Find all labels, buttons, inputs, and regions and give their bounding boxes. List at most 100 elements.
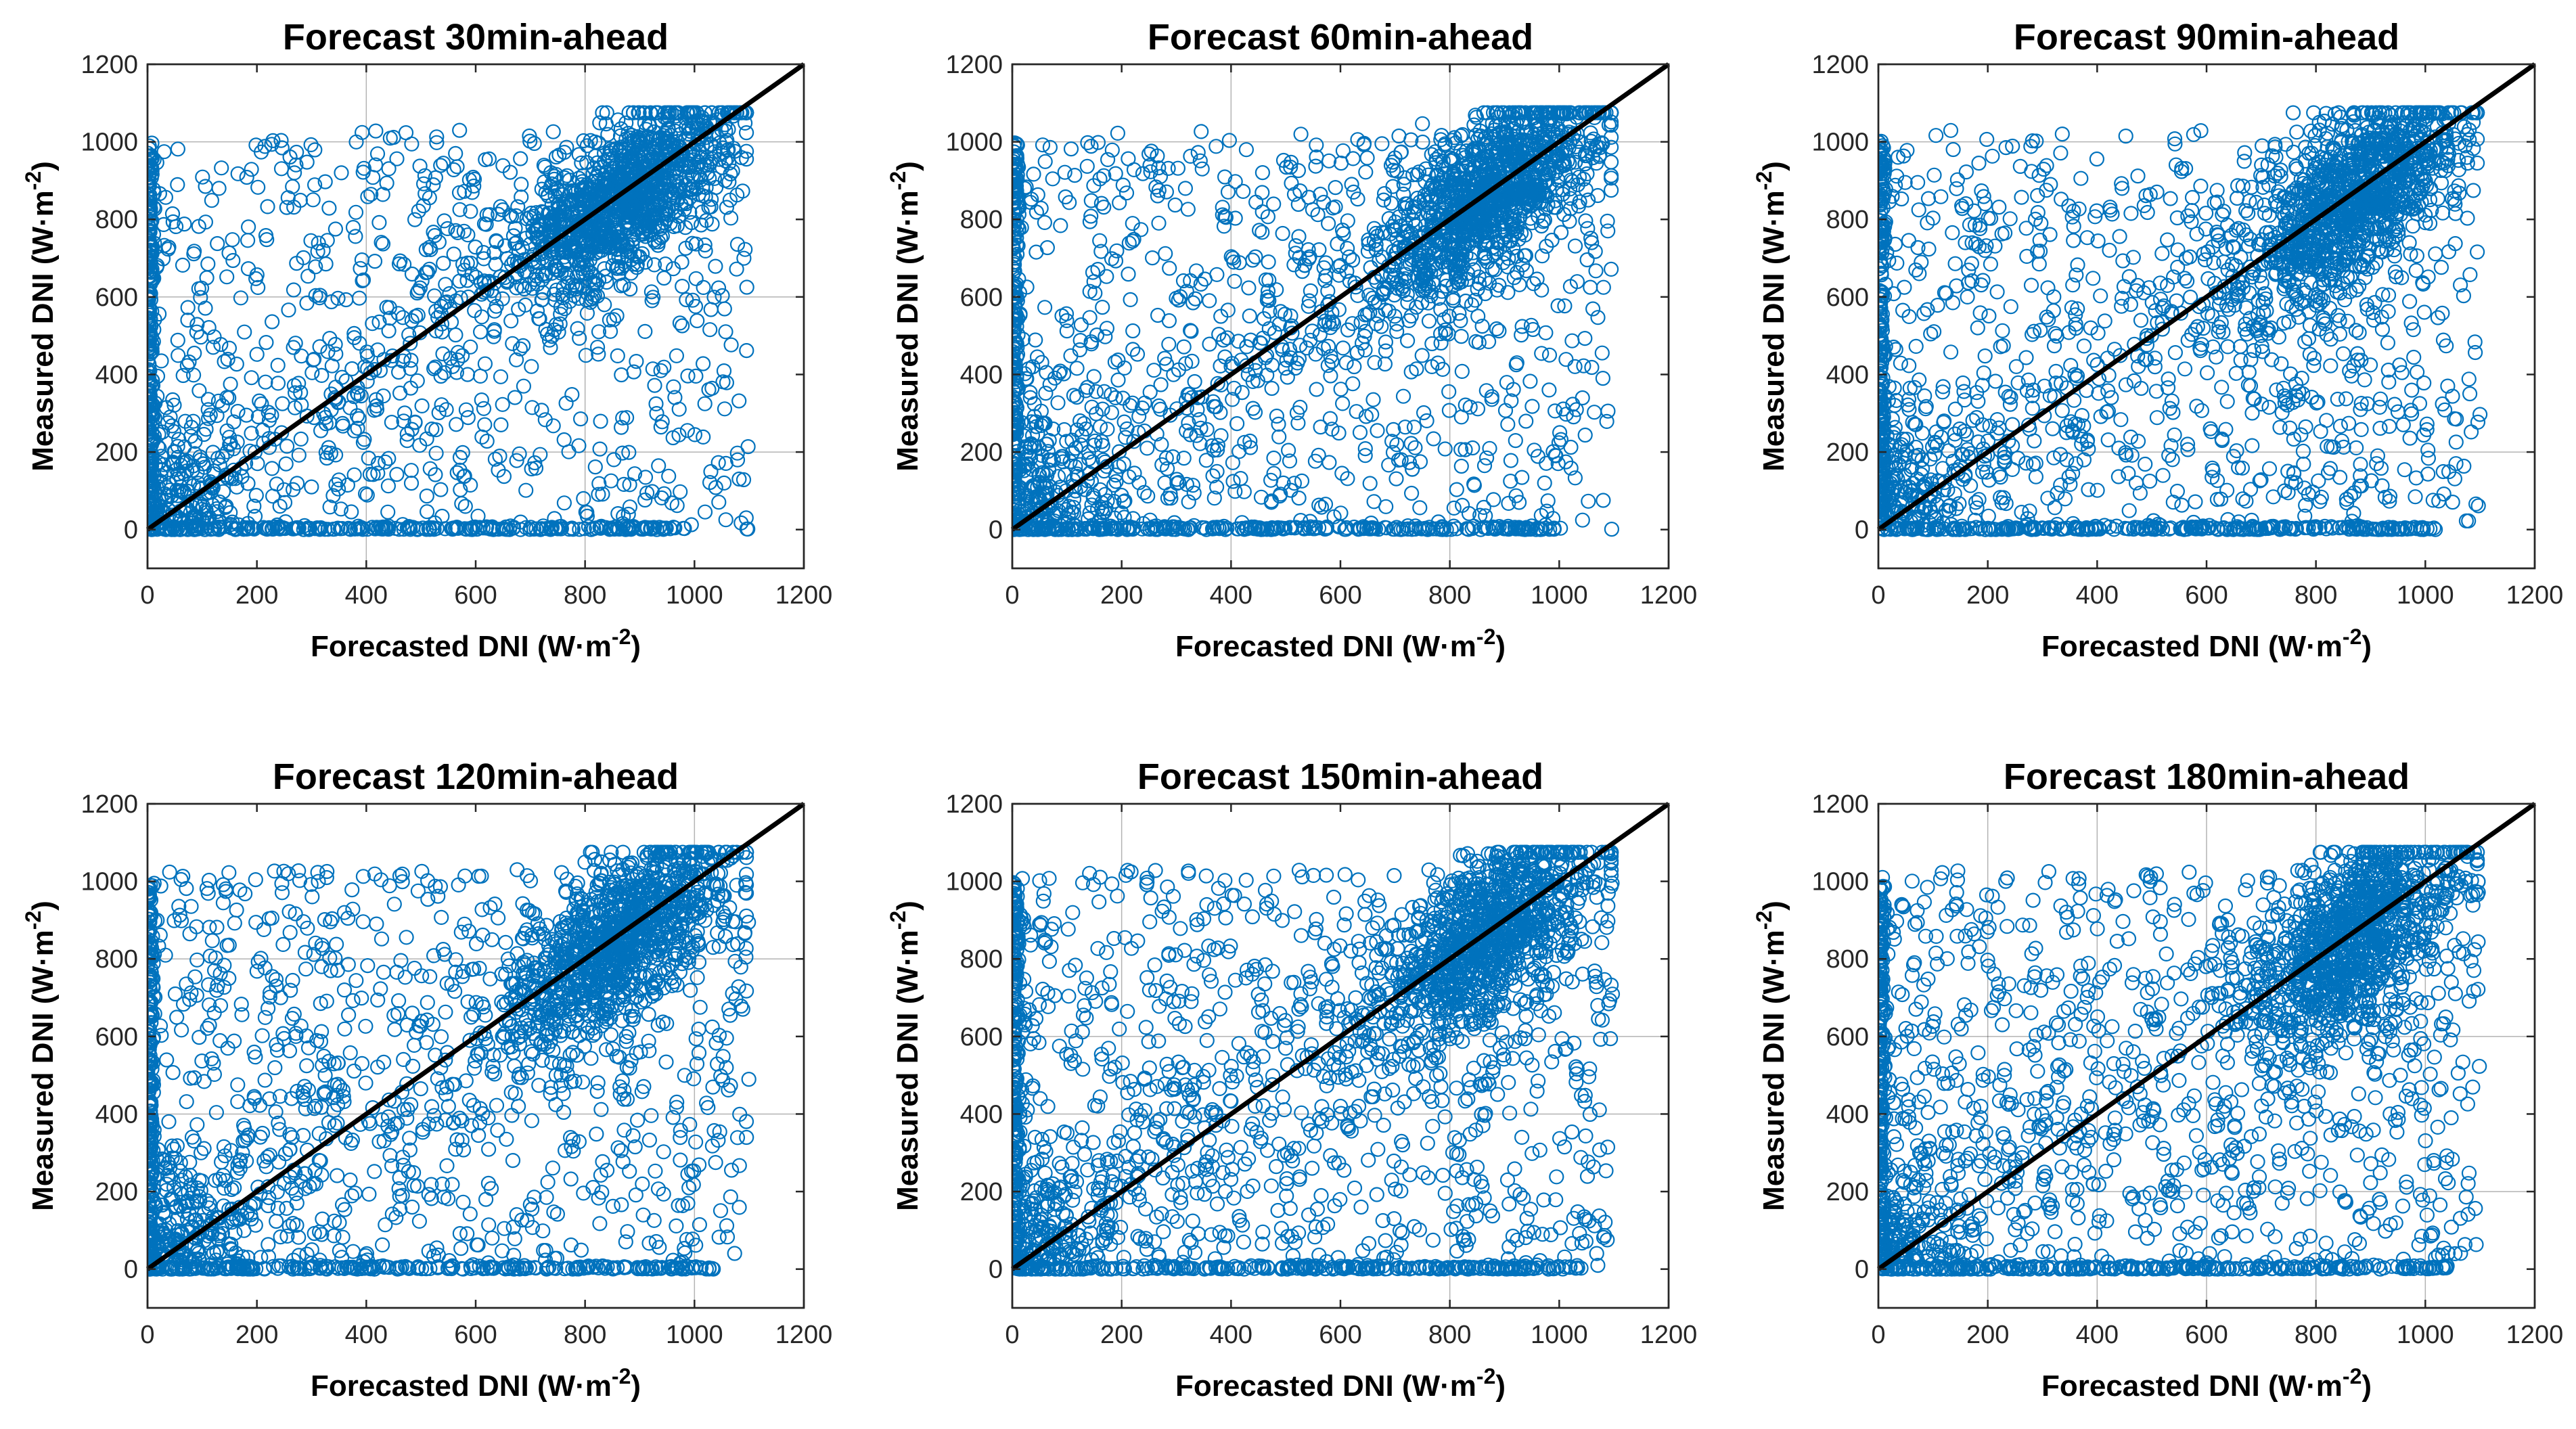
data-point [450, 344, 466, 360]
data-point [595, 486, 610, 502]
data-point [175, 367, 191, 384]
data-point [621, 150, 637, 166]
data-point [698, 212, 715, 228]
data-point [589, 340, 606, 355]
data-point [571, 147, 587, 162]
data-point [389, 466, 405, 482]
data-point [630, 194, 646, 210]
data-point [215, 484, 231, 499]
data-point [1451, 306, 1467, 321]
data-point [672, 315, 688, 331]
data-point [477, 417, 493, 432]
data-point [359, 344, 375, 360]
data-point [583, 265, 598, 280]
data-point [1220, 184, 1236, 200]
data-point [528, 521, 544, 537]
data-point [608, 223, 624, 238]
data-point [625, 105, 641, 120]
data-point [355, 522, 371, 537]
data-point [1310, 207, 1326, 223]
data-point [731, 393, 747, 409]
data-point [450, 225, 466, 240]
data-point [718, 512, 733, 528]
data-point [148, 151, 160, 166]
data-point [1580, 221, 1596, 236]
data-point [740, 438, 756, 455]
data-point [244, 370, 259, 386]
data-point [1455, 235, 1470, 251]
data-point [1067, 168, 1083, 183]
data-point [543, 224, 558, 240]
data-point [1508, 488, 1524, 503]
data-point [1096, 168, 1112, 183]
data-point [293, 431, 309, 447]
data-point [556, 257, 572, 273]
data-point [609, 260, 625, 276]
data-point [679, 292, 694, 308]
data-point [514, 278, 530, 294]
data-point [304, 365, 320, 380]
data-point [725, 163, 740, 179]
data-point [505, 228, 522, 244]
data-point [148, 403, 159, 418]
data-point [1400, 295, 1416, 311]
x-tick-label: 200 [235, 581, 278, 610]
data-point [481, 151, 497, 166]
data-point [479, 433, 495, 449]
data-point [507, 390, 523, 405]
data-point [239, 169, 254, 185]
data-point [1305, 323, 1320, 339]
data-point [697, 237, 713, 253]
data-point [1401, 207, 1416, 223]
data-point [579, 305, 595, 321]
data-point [1215, 207, 1230, 223]
x-tick-label: 800 [564, 581, 606, 610]
data-point [371, 214, 387, 230]
data-point [1493, 207, 1509, 223]
data-point [1290, 415, 1306, 431]
data-point [671, 427, 687, 443]
data-point [264, 137, 279, 152]
data-point [687, 114, 703, 129]
data-point [516, 378, 532, 394]
data-point [440, 221, 455, 236]
data-point [522, 128, 537, 144]
data-point [643, 152, 658, 167]
data-point [683, 517, 699, 532]
data-point [428, 445, 444, 461]
data-point [1266, 466, 1282, 481]
data-point [515, 338, 531, 353]
data-point [355, 273, 370, 289]
data-point [1560, 153, 1575, 168]
data-point [479, 283, 495, 298]
data-point [1104, 142, 1120, 158]
data-point [186, 246, 202, 262]
data-point [210, 393, 227, 409]
data-point [1086, 369, 1102, 384]
data-point [639, 218, 655, 233]
data-point [544, 329, 560, 344]
data-point [710, 280, 727, 296]
data-point [679, 196, 694, 212]
data-point [625, 256, 641, 272]
data-point [1454, 363, 1470, 380]
data-point [193, 330, 208, 345]
data-point [717, 301, 732, 317]
data-point [512, 341, 528, 357]
data-point [698, 180, 714, 196]
data-point [148, 453, 160, 469]
data-point [1368, 242, 1384, 258]
data-point [1530, 117, 1545, 133]
data-point [464, 522, 480, 537]
data-point [680, 368, 696, 384]
data-point [1248, 249, 1263, 265]
data-point [637, 254, 653, 270]
data-point [711, 105, 727, 120]
data-point [1424, 147, 1439, 162]
data-point [148, 433, 160, 449]
data-point [701, 382, 717, 398]
data-point [349, 385, 365, 401]
data-point [578, 348, 594, 363]
data-point [223, 516, 238, 532]
data-point [404, 422, 420, 437]
